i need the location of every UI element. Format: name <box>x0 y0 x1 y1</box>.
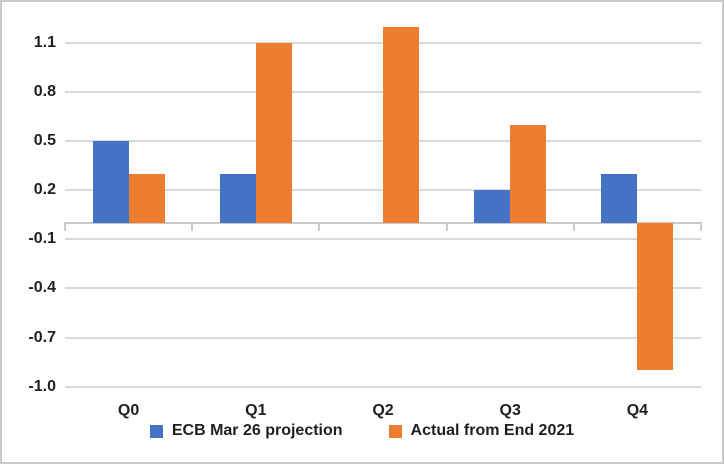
legend-swatch-blue <box>149 424 163 438</box>
x-tick-label-q0: Q0 <box>117 402 140 419</box>
x-axis-tick <box>191 222 194 231</box>
bar-q3-series0 <box>474 190 511 223</box>
y-tick-label-0.5: 0.5 <box>33 132 56 150</box>
bar-q1-series0 <box>219 173 256 223</box>
gridline--0.1 <box>65 238 701 241</box>
x-axis-tick <box>445 222 448 231</box>
x-tick-label-q3: Q3 <box>499 402 521 419</box>
x-tick-label-q4: Q4 <box>626 402 649 419</box>
legend-label-actual: Actual from End 2021 <box>410 422 575 439</box>
legend-swatch-orange <box>388 424 402 438</box>
gridline--1.0 <box>65 385 701 388</box>
bar-q1-series1 <box>255 42 292 223</box>
bar-q0-series1 <box>128 173 165 223</box>
x-axis-tick <box>64 222 66 231</box>
bar-q3-series1 <box>510 124 547 223</box>
bar-q0-series0 <box>92 141 129 223</box>
legend-item-projection: ECB Mar 26 projection <box>149 422 343 440</box>
x-axis-tick <box>572 222 575 231</box>
y-tick-label-0.8: 0.8 <box>33 83 56 101</box>
bar-q4-series0 <box>601 173 638 223</box>
x-tick-label-q2: Q2 <box>372 402 394 419</box>
bar-q4-series1 <box>637 223 674 371</box>
gridline--0.4 <box>65 287 701 290</box>
x-axis-tick <box>700 222 702 231</box>
gridline--0.7 <box>65 336 701 339</box>
y-tick-label--1.0: -1.0 <box>28 377 56 395</box>
x-axis-line <box>65 222 701 224</box>
legend-label-projection: ECB Mar 26 projection <box>171 422 343 439</box>
y-tick-label--0.1: -0.1 <box>28 230 56 248</box>
y-tick-label--0.7: -0.7 <box>28 328 56 346</box>
y-tick-label-1.1: 1.1 <box>33 33 56 51</box>
legend: ECB Mar 26 projection Actual from End 20… <box>2 422 722 440</box>
y-tick-label--0.4: -0.4 <box>28 279 56 297</box>
x-tick-label-q1: Q1 <box>245 402 267 419</box>
bar-q2-series1 <box>383 26 419 223</box>
x-axis-tick <box>318 222 321 231</box>
y-tick-label-0.2: 0.2 <box>33 181 56 199</box>
legend-item-actual: Actual from End 2021 <box>388 422 575 440</box>
